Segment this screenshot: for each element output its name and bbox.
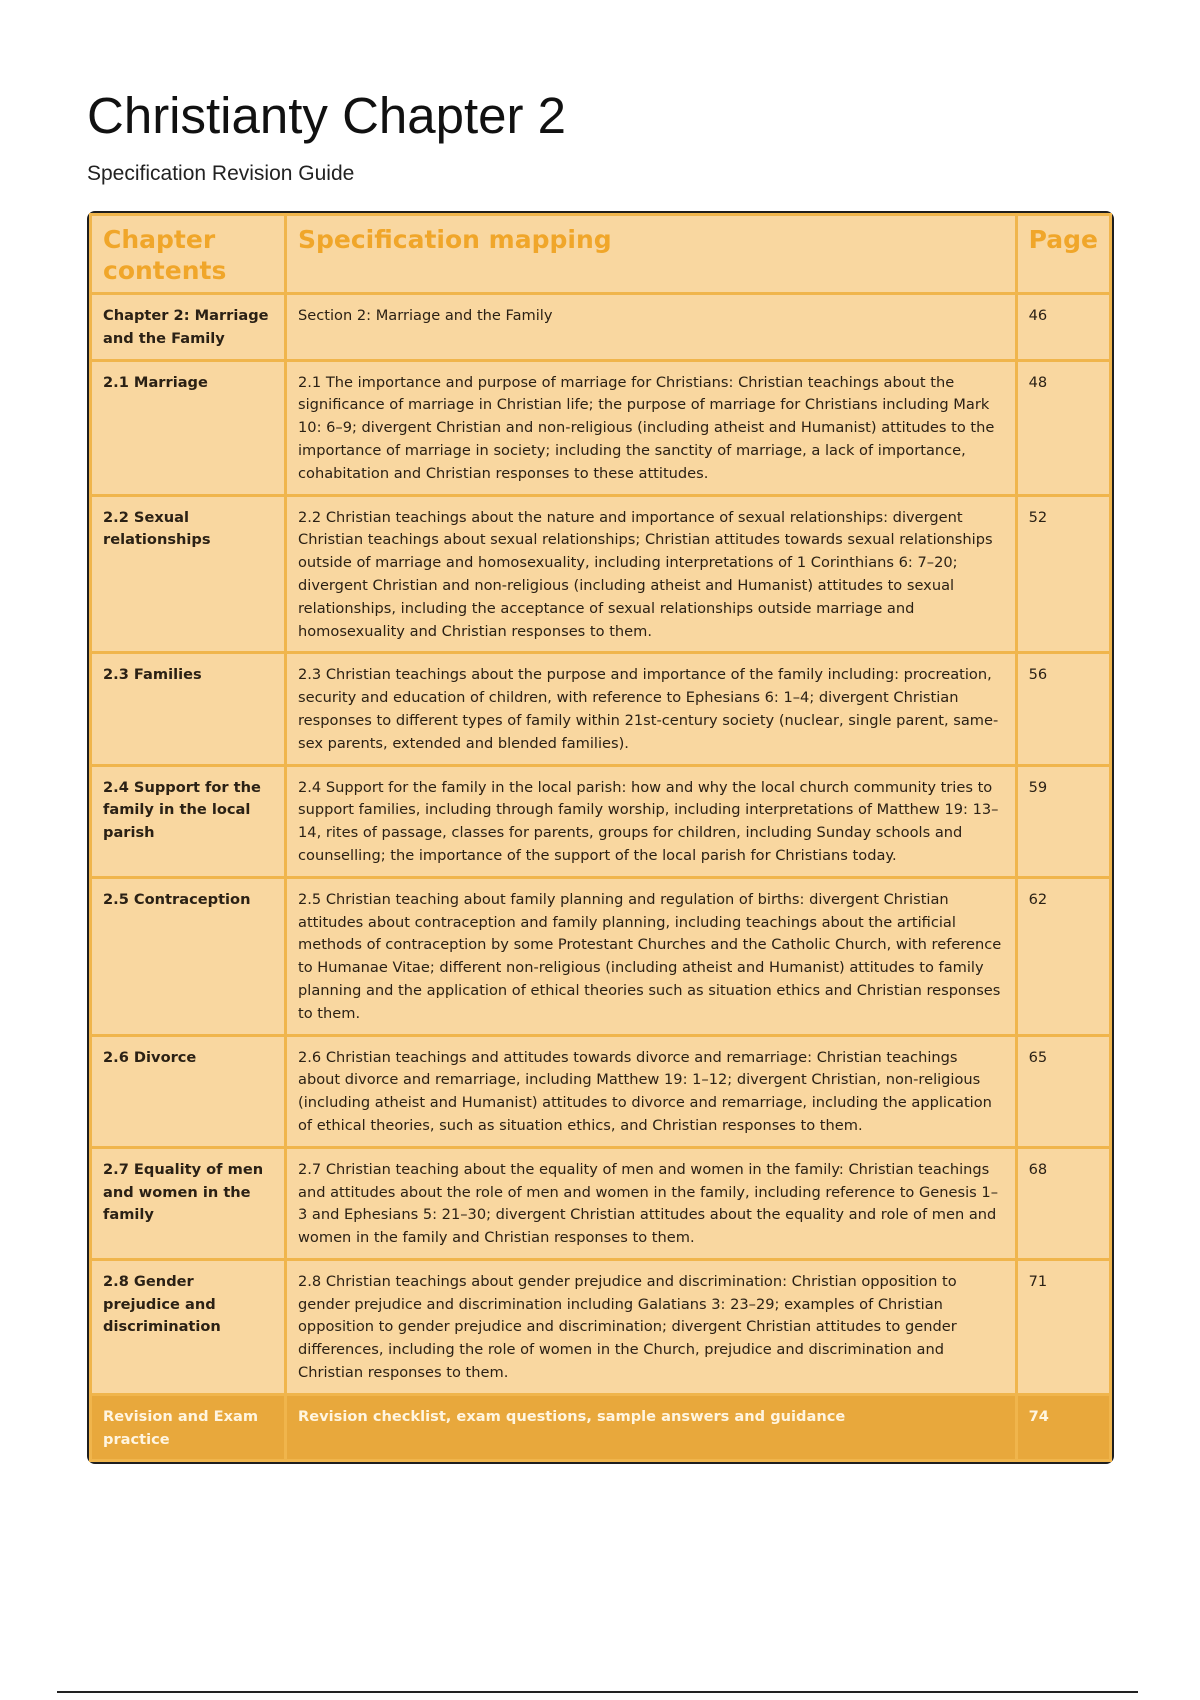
cell: 2.5 Christian teaching about family plan…	[284, 875, 1018, 1037]
subtitle: Specification Revision Guide	[87, 162, 355, 185]
cell: 2.3 Families	[89, 651, 287, 767]
row: 2.1 Marriage 2.1 The importance and purpo…	[89, 358, 1113, 497]
cell: 62	[1014, 875, 1113, 1037]
cell: 2.3 Christian teachings about the purpos…	[284, 651, 1018, 767]
spec-table: Chapter contents Specification mapping Pag…	[89, 213, 1113, 1463]
column-header: Specification mapping	[284, 213, 1018, 295]
cell: 65	[1014, 1033, 1113, 1149]
column-header: Page	[1014, 213, 1113, 295]
cell: 59	[1014, 763, 1113, 879]
row: 2.7 Equality of men and women in the fam…	[89, 1145, 1113, 1261]
row: 2.5 Contraception 2.5 Christian teaching …	[89, 875, 1113, 1037]
row: Chapter 2: Marriage and the Family Sectio…	[89, 292, 1113, 362]
cell: 2.8 Christian teachings about gender pre…	[284, 1257, 1018, 1396]
title: Christianty Chapter 2	[87, 87, 567, 144]
footer-cell: Revision checklist, exam questions, samp…	[284, 1392, 1018, 1463]
footer-cell: 74	[1014, 1392, 1113, 1463]
cell: 56	[1014, 651, 1113, 767]
row: 2.2 Sexual relationships 2.2 Christian te…	[89, 493, 1113, 655]
footer-rule	[57, 1691, 1138, 1693]
footer-cell: Revision and Exam practice	[89, 1392, 287, 1463]
row: 2.4 Support for the family in the local …	[89, 763, 1113, 879]
cell: 46	[1014, 292, 1113, 362]
cell: 48	[1014, 358, 1113, 497]
cell: 2.5 Contraception	[89, 875, 287, 1037]
footer-row: Revision and Exam practice Revision check…	[89, 1392, 1113, 1463]
cell: Section 2: Marriage and the Family	[284, 292, 1018, 362]
cell: 2.2 Sexual relationships	[89, 493, 287, 655]
row: 2.3 Families 2.3 Christian teachings abou…	[89, 651, 1113, 767]
cell: 2.1 Marriage	[89, 358, 287, 497]
cell: 2.7 Equality of men and women in the fam…	[89, 1145, 287, 1261]
table-frame: Chapter contents Specification mapping Pag…	[87, 211, 1114, 1465]
cell: 52	[1014, 493, 1113, 655]
cell: 2.4 Support for the family in the local …	[89, 763, 287, 879]
cell: 71	[1014, 1257, 1113, 1396]
cell: 68	[1014, 1145, 1113, 1261]
cell: 2.7 Christian teaching about the equalit…	[284, 1145, 1018, 1261]
cell: 2.6 Christian teachings and attitudes to…	[284, 1033, 1018, 1149]
header-row: Chapter contents Specification mapping Pag…	[89, 213, 1113, 295]
row: 2.6 Divorce 2.6 Christian teachings and a…	[89, 1033, 1113, 1149]
cell: 2.2 Christian teachings about the nature…	[284, 493, 1018, 655]
cell: 2.6 Divorce	[89, 1033, 287, 1149]
row: 2.8 Gender prejudice and discrimination 2…	[89, 1257, 1113, 1396]
cell: 2.8 Gender prejudice and discrimination	[89, 1257, 287, 1396]
cell: Chapter 2: Marriage and the Family	[89, 292, 287, 362]
column-header: Chapter contents	[89, 213, 287, 295]
cell: 2.4 Support for the family in the local …	[284, 763, 1018, 879]
cell: 2.1 The importance and purpose of marria…	[284, 358, 1018, 497]
